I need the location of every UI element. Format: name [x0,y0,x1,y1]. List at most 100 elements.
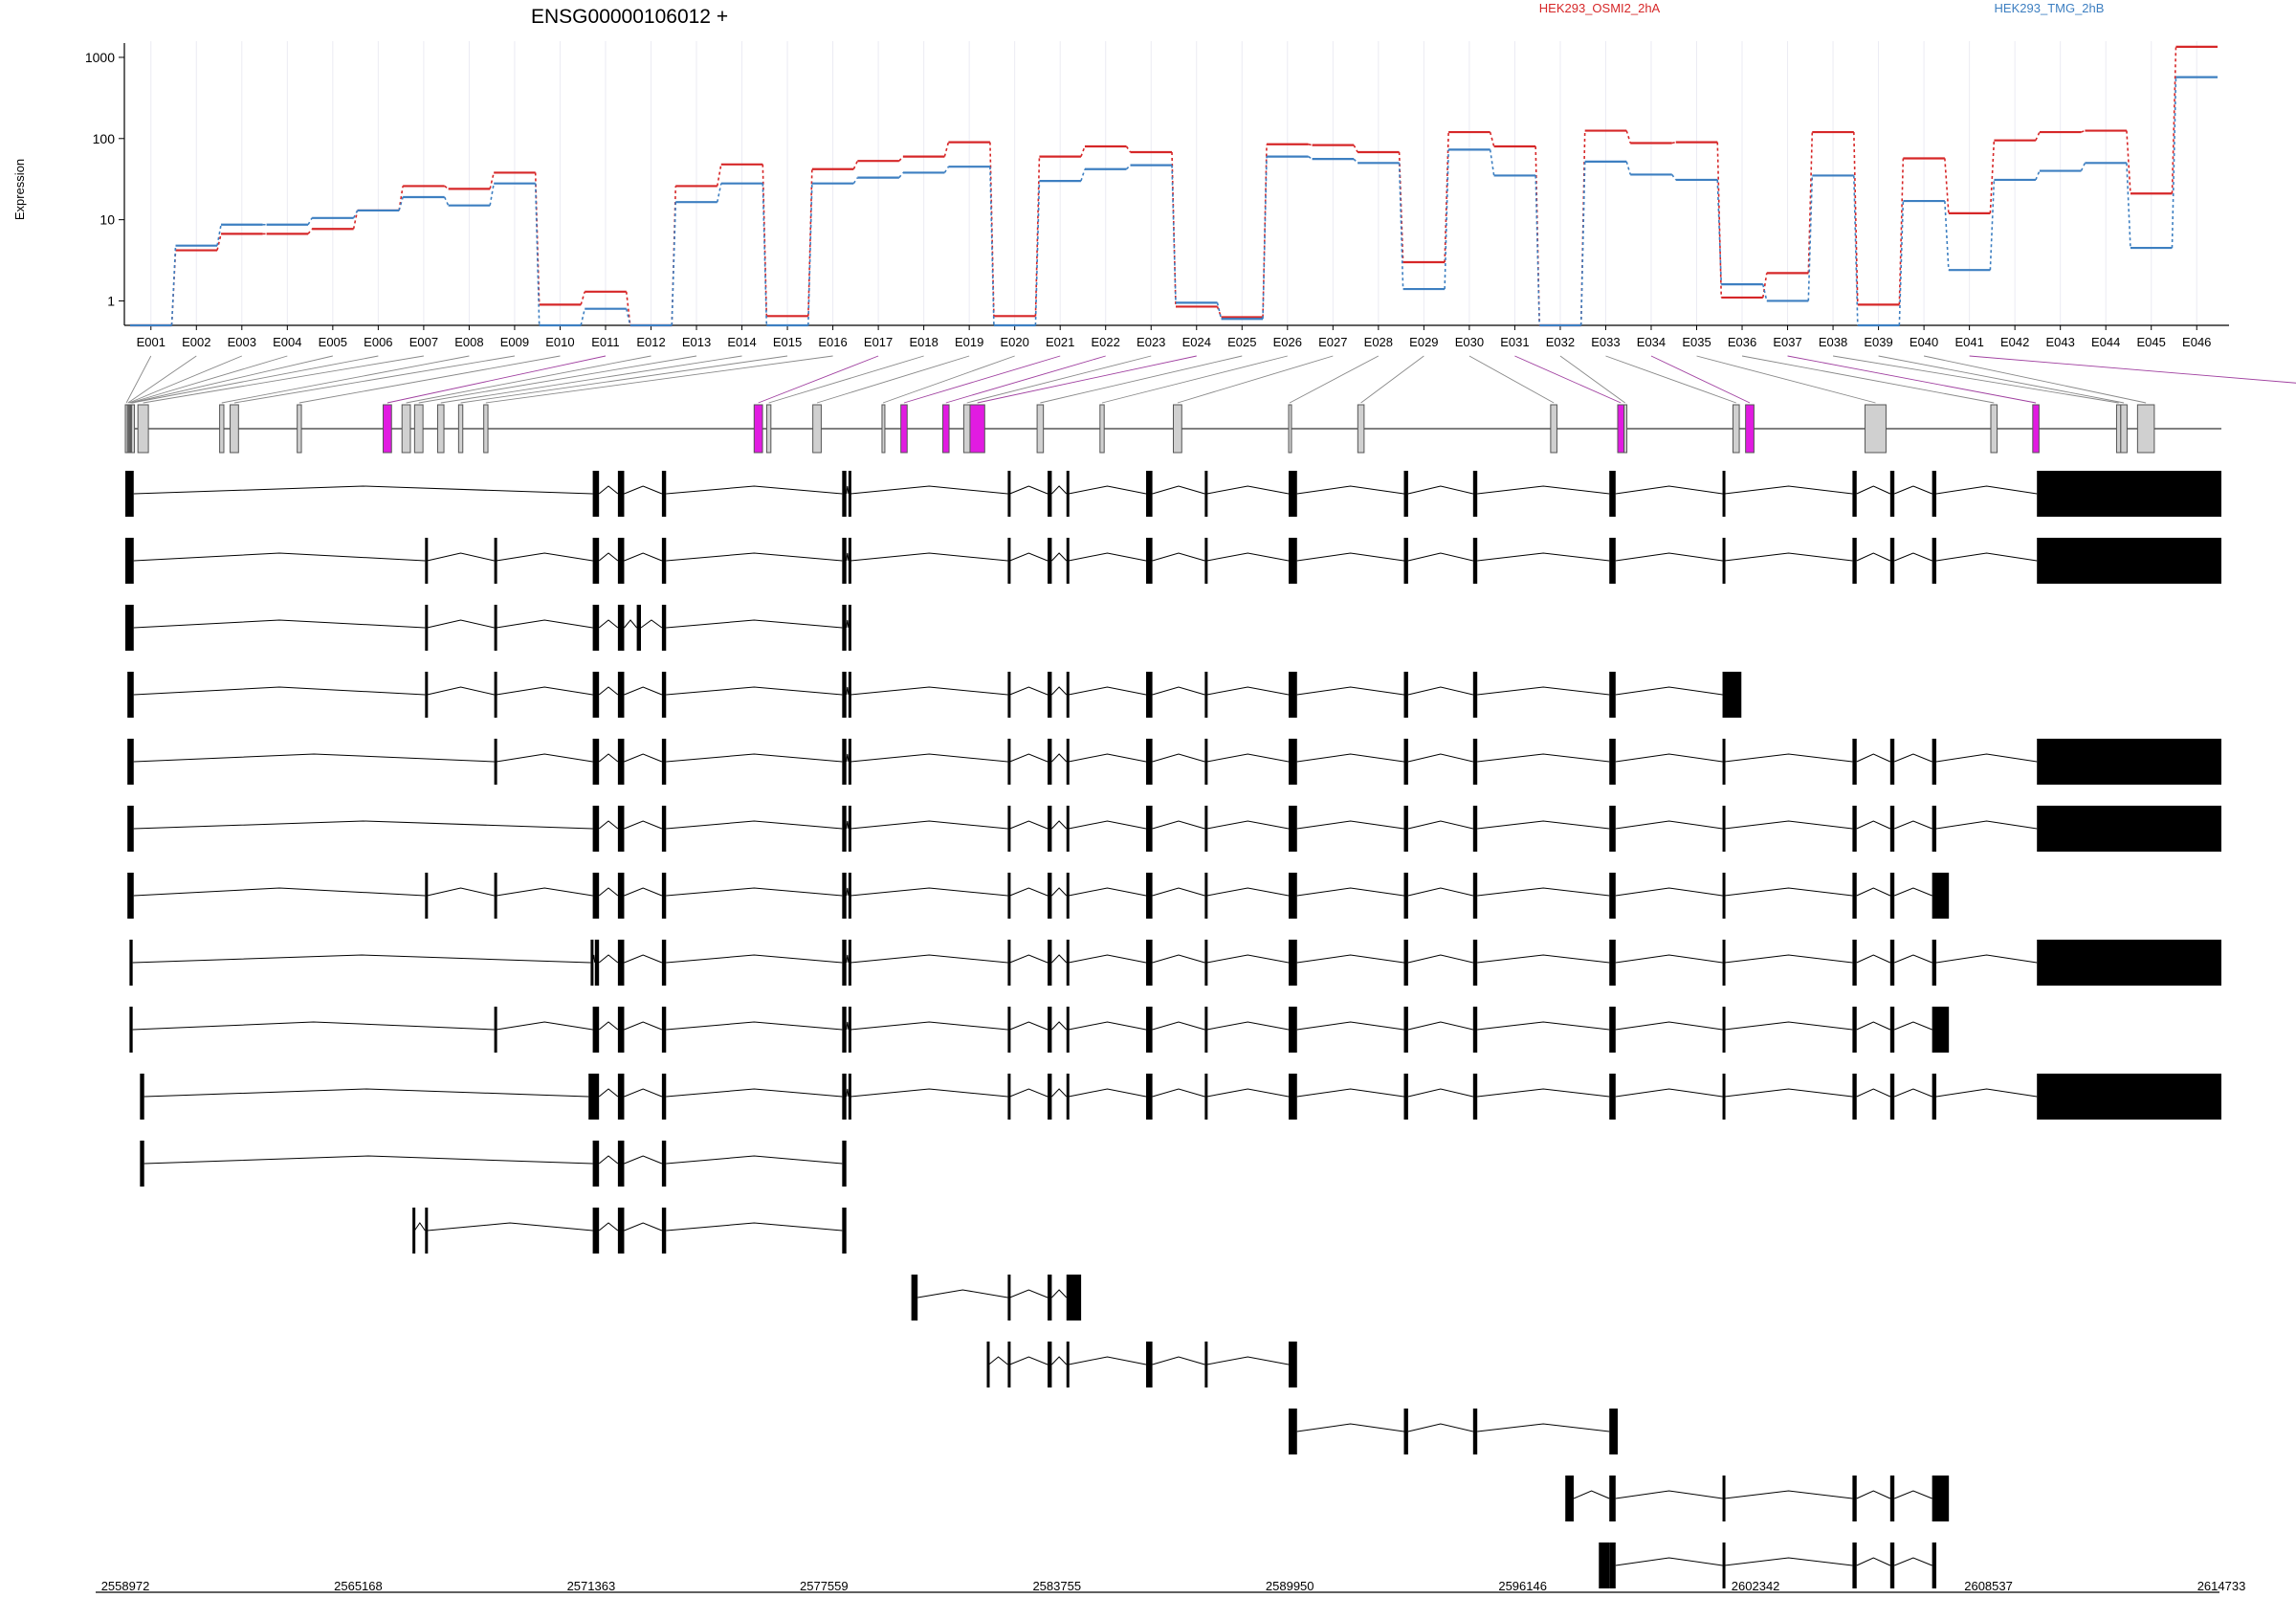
transcript-exon [592,806,600,852]
transcript-intron [598,1155,619,1165]
transcript-exon [1007,1342,1011,1387]
transcript-exon [1146,940,1153,986]
transcript-intron [1296,1021,1404,1031]
x-tick-label: E022 [1092,335,1120,349]
transcript-intron [1206,1021,1290,1031]
series-transition [852,160,859,170]
transcript-exon [1472,1074,1478,1120]
transcript-exon [1472,1409,1478,1454]
transcript-intron [1152,485,1205,495]
exon-connector [233,355,516,404]
transcript-intron [496,686,593,696]
transcript-exon [1048,1275,1052,1321]
transcript-exon [1852,1543,1857,1588]
transcript-intron [1152,686,1205,696]
exon-connector [143,355,424,404]
transcript-intron [1477,485,1610,495]
series-transition [807,183,813,326]
transcript-exon [129,940,133,986]
transcript-exon [594,940,600,986]
x-tick-label: E023 [1137,335,1165,349]
x-tick-label: E020 [1000,335,1028,349]
transcript-exon [127,672,134,718]
transcripts [125,471,2221,1588]
transcript-intron [1935,954,2038,964]
transcript-exon [1289,1409,1297,1454]
exon-connector [298,355,561,404]
transcript-exon [661,605,667,651]
transcript-intron [1407,686,1473,696]
transcript-exon [592,672,600,718]
series-transition [398,186,404,211]
gene-model-exon [753,404,763,454]
series-transition [2126,163,2131,249]
transcript-exon [661,1208,667,1254]
transcript-exon [1146,873,1153,919]
exon-connector [768,355,924,404]
series-transition [1853,175,1859,326]
transcript-exon [1932,1476,1950,1521]
transcript-exon [1403,1007,1408,1053]
transcript-exon [1609,1409,1618,1454]
transcript-exon [1204,1342,1208,1387]
chart-title: ENSG00000106012 + [531,6,728,28]
transcript-intron [624,1222,663,1232]
x-tick-label: E030 [1455,335,1484,349]
gene-model-exon [2032,404,2040,454]
transcript-exon [1403,940,1408,986]
transcript-intron [1856,1021,1891,1031]
gene-model-exon [765,404,772,454]
x-tick-label: E040 [1910,335,1938,349]
transcript-intron [1068,686,1147,696]
transcript-intron [1477,820,1610,830]
series-transition [625,308,631,326]
x-tick-label: E041 [1954,335,1983,349]
transcript-exon [617,1007,625,1053]
series-transition [807,168,813,317]
transcript-intron [1724,552,1853,562]
transcript-intron [666,485,843,495]
transcript-exon [1204,1007,1208,1053]
transcript-exon [1609,1543,1616,1588]
transcript-intron [1894,1088,1932,1098]
transcript-exon [848,1074,851,1120]
transcript-intron [850,1088,1008,1098]
transcript-exon [1048,471,1052,517]
transcript-intron [1152,1088,1205,1098]
series-transition [1353,144,1358,153]
transcript-intron [496,552,593,562]
transcript-exon [592,739,600,785]
series-transition [898,156,904,162]
x-tick-label: E013 [682,335,711,349]
transcript-exon [1472,873,1478,919]
transcript-exon [1066,873,1070,919]
series-transition [534,183,541,326]
transcript-exon [842,538,847,584]
transcript-intron [1573,1490,1610,1499]
exon-connector [1360,355,1424,404]
transcript-intron [1894,1021,1932,1031]
transcript-exon [911,1275,918,1321]
transcript-exon [1066,1007,1070,1053]
transcript-exon [425,873,429,919]
gene-model-exon [2115,404,2122,454]
transcript-intron [1068,820,1147,830]
transcript-intron [1296,1423,1404,1432]
transcript-intron [496,1021,593,1031]
transcript-exon [1204,940,1208,986]
transcript-intron [1051,954,1068,964]
transcript-intron [1615,820,1723,830]
transcript-intron [1856,485,1891,495]
transcript-exon [1609,471,1616,517]
transcript-intron [1296,485,1404,495]
transcript-exon [848,739,851,785]
x-tick-label: E039 [1864,335,1892,349]
transcript-intron [1206,485,1290,495]
transcript-exon [617,940,625,986]
transcript-intron [133,887,426,897]
transcript-exon [2037,940,2221,986]
transcript-intron [666,619,843,629]
transcript-exon [1403,471,1408,517]
transcript-intron [1206,686,1290,696]
series-transition [580,291,585,305]
